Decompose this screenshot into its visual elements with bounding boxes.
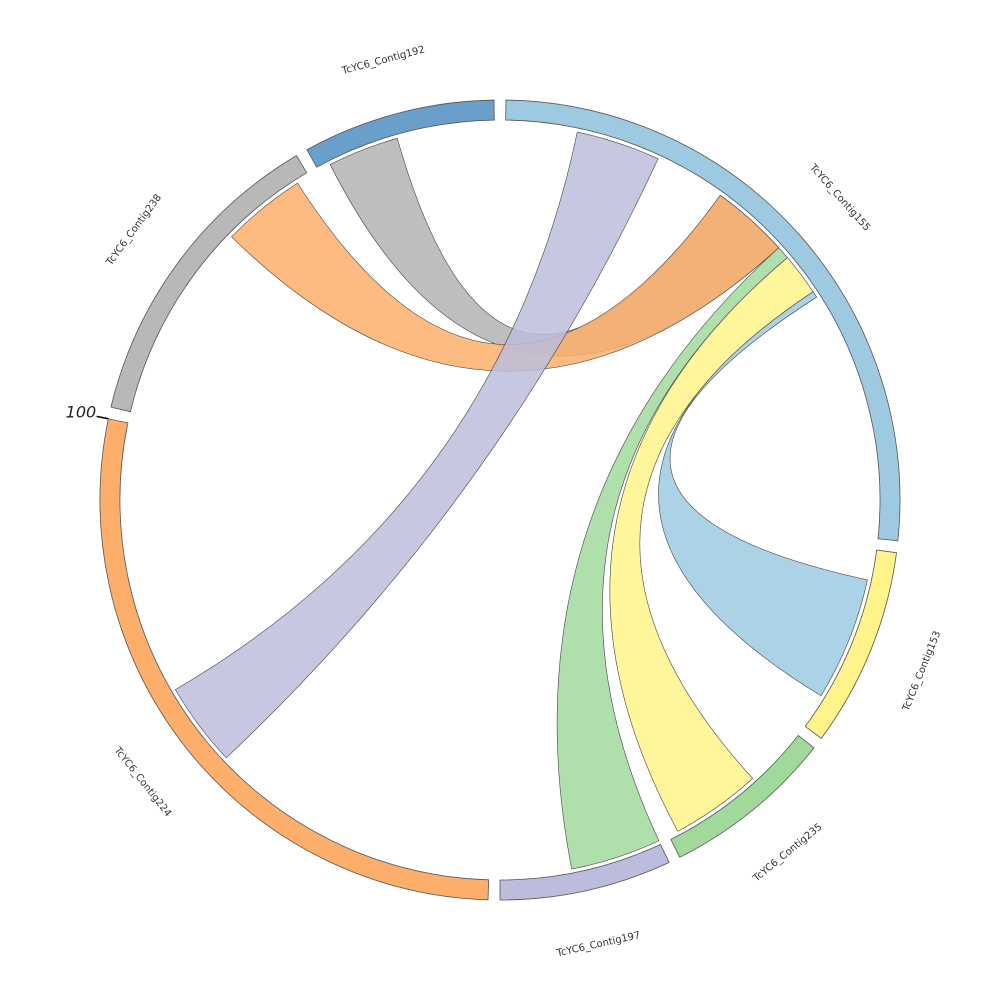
- segment: [110, 155, 308, 413]
- segment-label: TcYC6_Contig155: [807, 162, 873, 234]
- link-ribbon: [658, 291, 868, 697]
- segment-label: TcYC6_Contig238: [104, 192, 164, 268]
- link-ribbon: [174, 131, 659, 759]
- segment: [99, 418, 490, 901]
- tick-label: 100: [66, 403, 97, 422]
- links: [174, 131, 868, 870]
- segment: [804, 549, 897, 739]
- tick-mark: [96, 415, 109, 420]
- segment-label: TcYC6_Contig235: [751, 822, 825, 885]
- segment-label: TcYC6_Contig197: [555, 930, 642, 959]
- segment-label: TcYC6_Contig224: [111, 745, 173, 820]
- link-ribbon: [231, 182, 780, 372]
- segment: [306, 99, 495, 168]
- link-ribbon: [556, 247, 788, 870]
- segments: [99, 99, 901, 901]
- segment: [505, 99, 901, 542]
- segment: [499, 843, 670, 901]
- labels: TcYC6_Contig155 TcYC6_Contig153 TcYC6_Cont…: [66, 44, 944, 959]
- segment-label: TcYC6_Contig153: [901, 630, 944, 714]
- segment-label: TcYC6_Contig192: [340, 44, 426, 77]
- segment: [670, 734, 815, 858]
